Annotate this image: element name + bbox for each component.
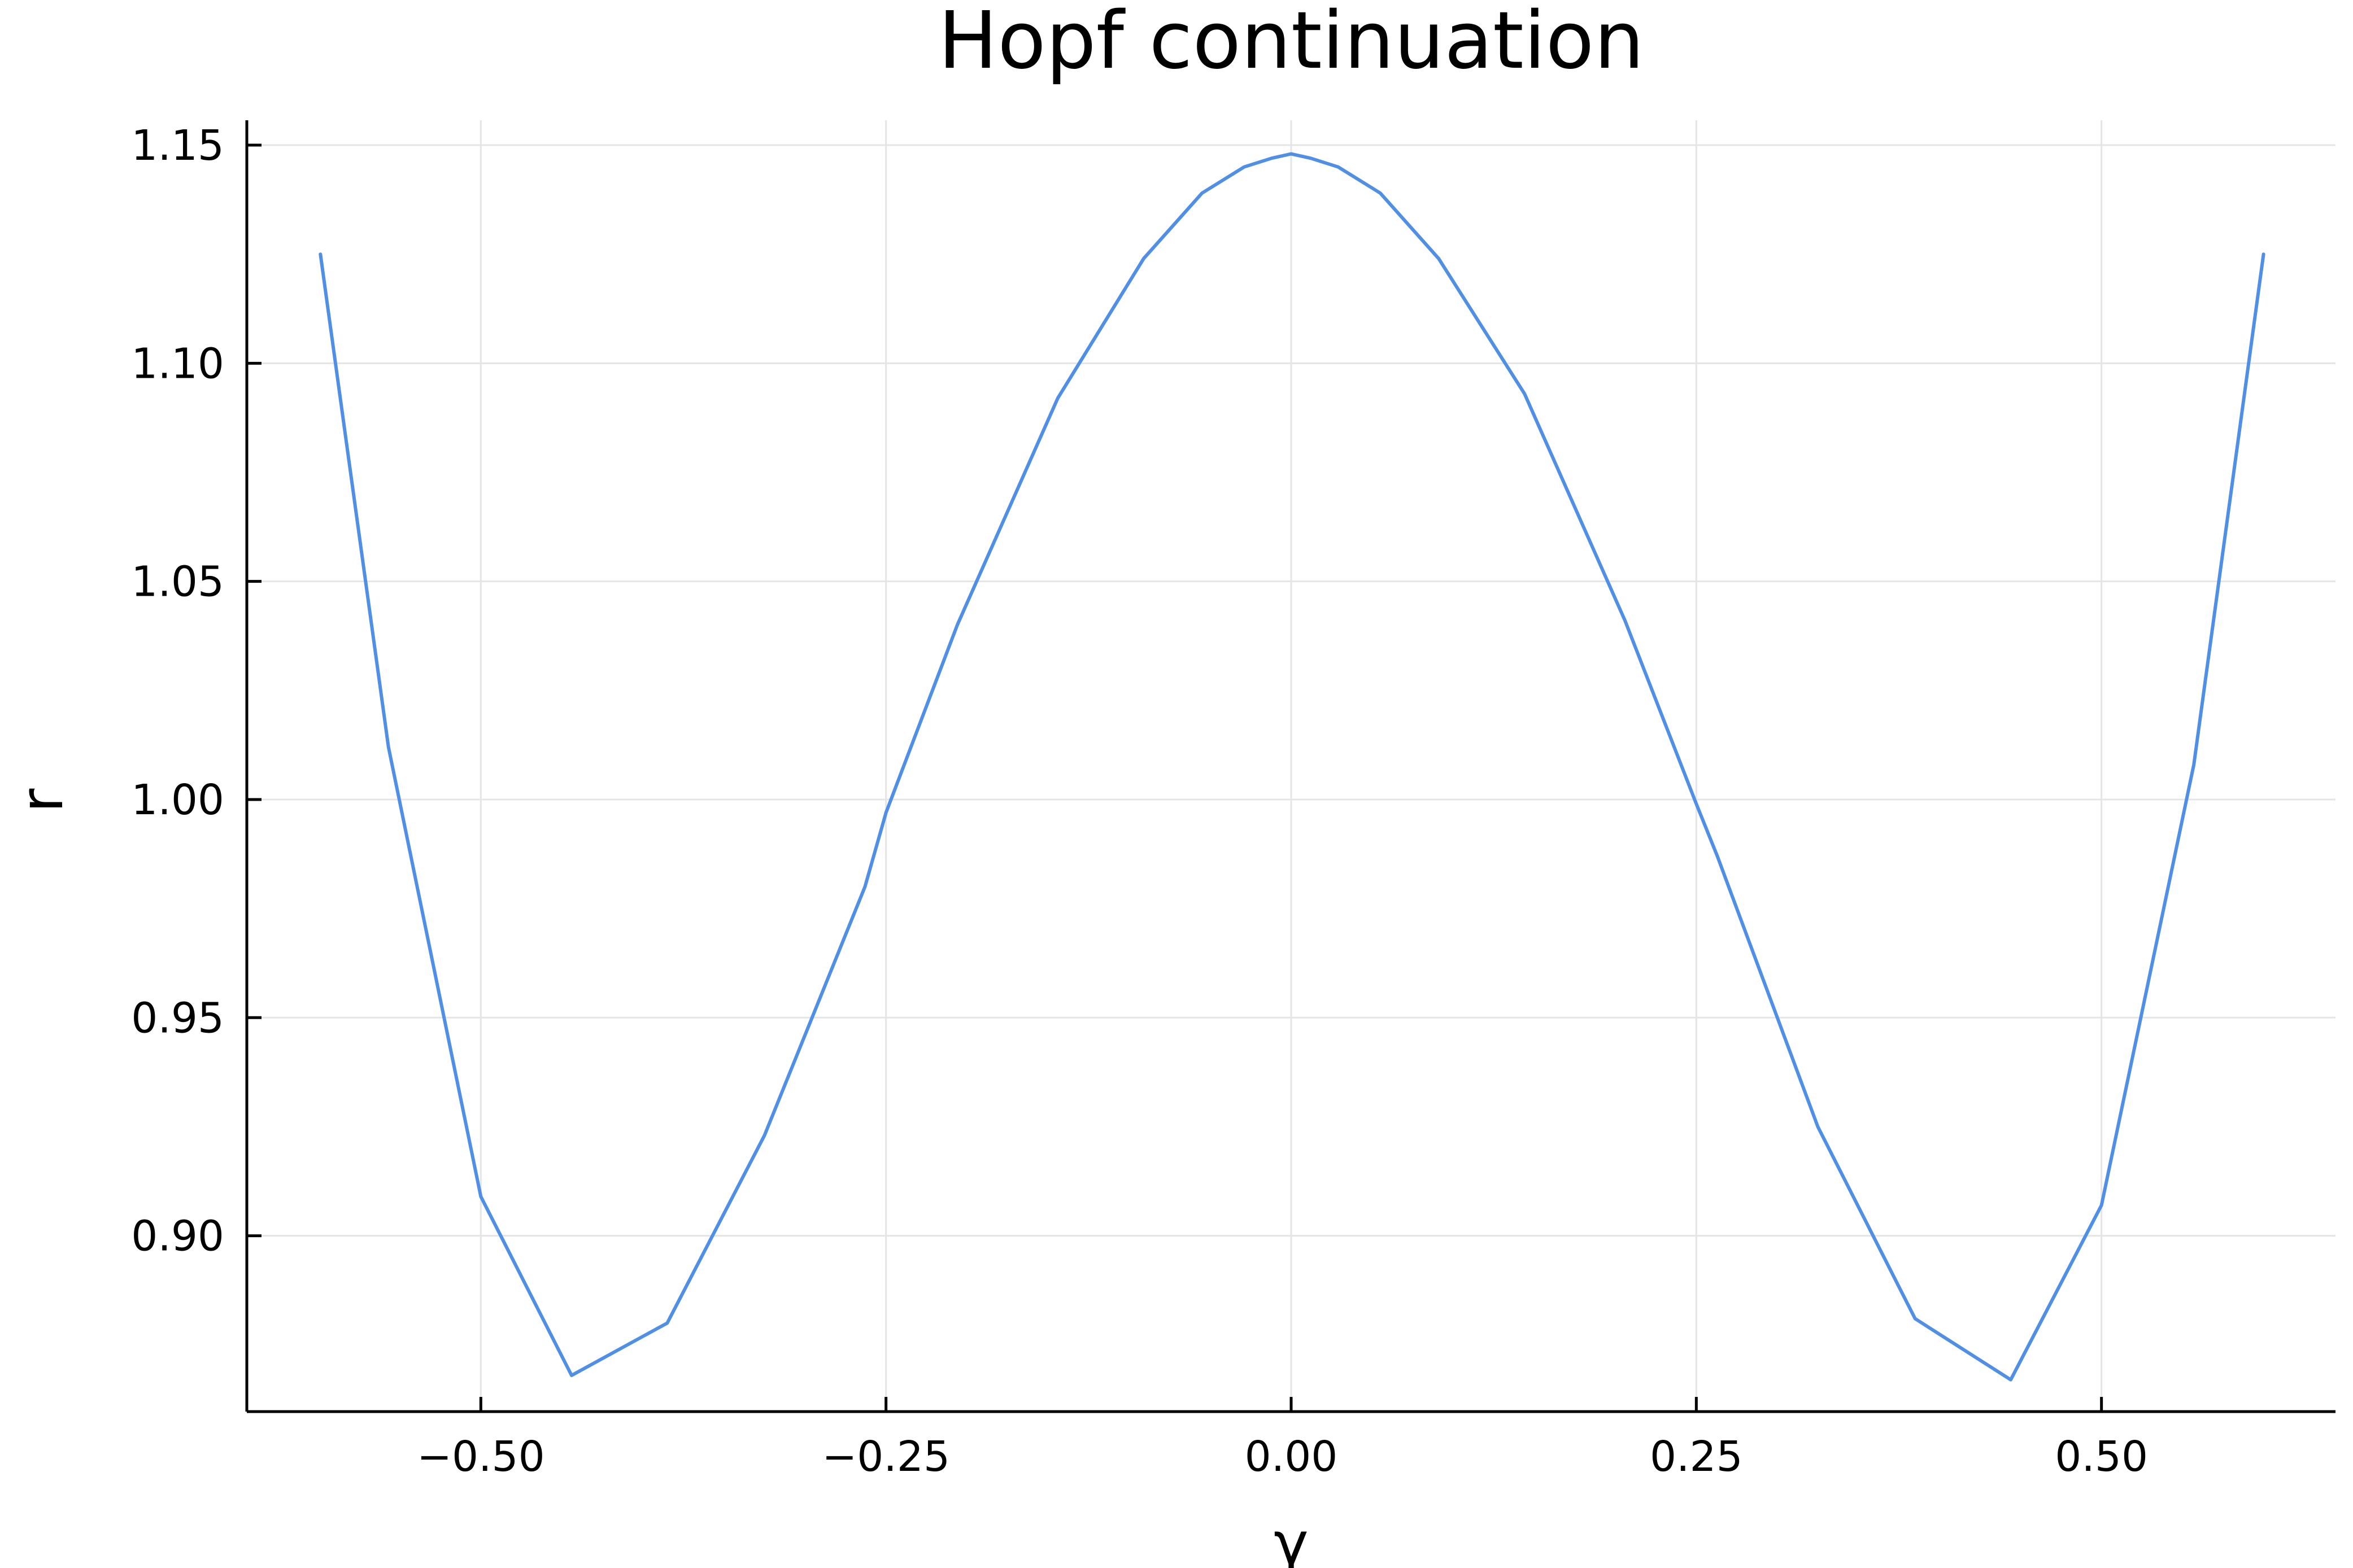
y-tick-label: 1.05 xyxy=(131,558,224,606)
y-tick-label: 1.10 xyxy=(131,339,224,388)
x-ticks: −0.50 −0.25 0.00 0.25 0.50 xyxy=(417,1397,2148,1481)
x-tick-label: −0.25 xyxy=(822,1432,950,1481)
x-grid xyxy=(480,120,2103,1412)
y-tick-label: 0.95 xyxy=(131,994,224,1042)
series-group xyxy=(319,152,2265,1382)
x-axis-title: γ xyxy=(1274,1509,1309,1568)
y-tick-label: 1.15 xyxy=(131,121,224,170)
x-tick-label: 0.00 xyxy=(1245,1432,1338,1481)
series-line xyxy=(319,152,2265,1382)
x-tick-label: 0.50 xyxy=(2055,1432,2148,1481)
y-tick-label: 1.00 xyxy=(131,776,224,824)
chart-title: Hopf continuation xyxy=(938,0,1644,87)
x-tick-label: −0.50 xyxy=(417,1432,545,1481)
y-axis-title: r xyxy=(7,788,76,813)
y-ticks: 0.90 0.95 1.00 1.05 1.10 1.15 xyxy=(131,121,262,1261)
y-tick-label: 0.90 xyxy=(131,1212,224,1261)
x-tick-label: 0.25 xyxy=(1650,1432,1743,1481)
y-grid xyxy=(247,144,2335,1237)
